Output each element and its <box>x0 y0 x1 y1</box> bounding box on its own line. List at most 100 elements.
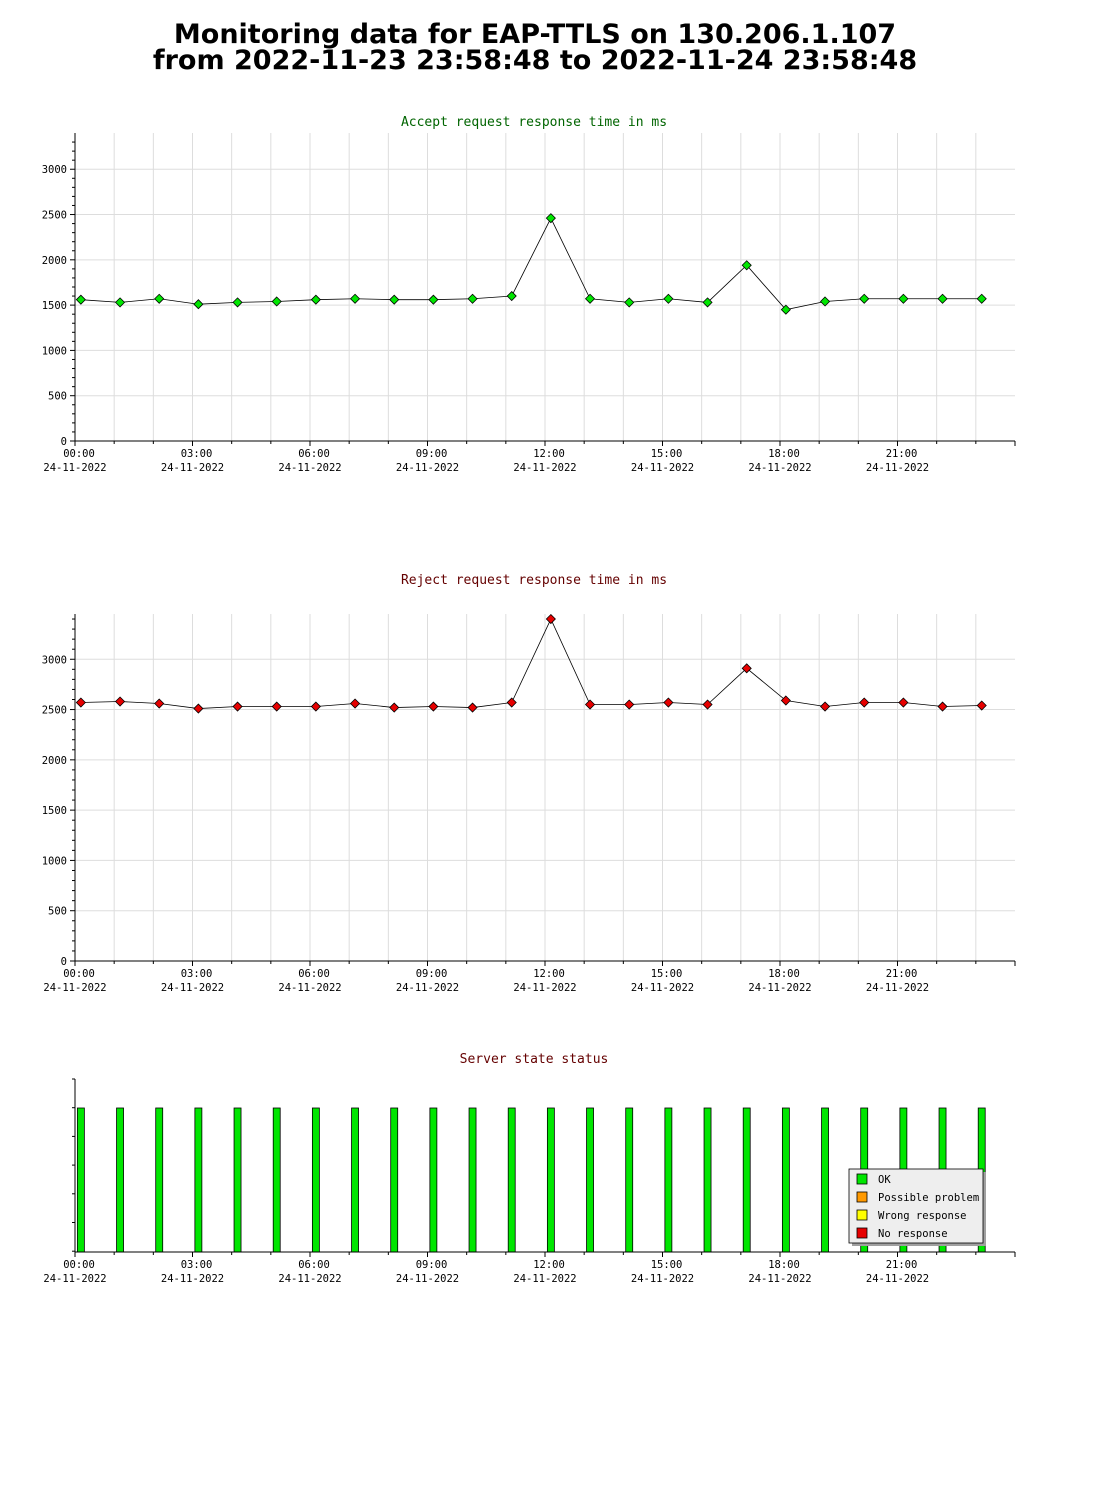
x-tick-label-time: 21:00 <box>886 448 918 460</box>
data-point <box>232 701 243 712</box>
x-tick-label-date: 24-11-2022 <box>278 982 341 994</box>
x-tick-label-time: 21:00 <box>886 968 918 980</box>
status-bar <box>703 1107 712 1253</box>
status-bar <box>546 1107 555 1253</box>
data-point <box>389 702 400 713</box>
chart-title: Reject request response time in ms <box>401 573 667 588</box>
status-bar <box>781 1107 790 1253</box>
y-tick-label: 1000 <box>42 345 67 357</box>
y-tick-label: 2000 <box>42 755 67 767</box>
data-point <box>663 697 674 708</box>
y-tick-label: 3000 <box>42 164 67 176</box>
data-point <box>702 297 713 308</box>
page-title: Monitoring data for EAP-TTLS on 130.206.… <box>0 21 1070 76</box>
data-point <box>467 293 478 304</box>
data-point <box>624 297 635 308</box>
data-point <box>624 699 635 710</box>
data-point <box>898 293 909 304</box>
x-tick-label-time: 00:00 <box>63 448 95 460</box>
data-point <box>741 260 752 271</box>
status-chart: Server state status 00:00 24-11-2022 03:00 2… <box>43 1052 1016 1285</box>
x-tick-label-time: 06:00 <box>298 1259 330 1271</box>
x-tick-label-time: 00:00 <box>63 968 95 980</box>
x-tick-label-time: 15:00 <box>651 1259 683 1271</box>
x-tick-label-time: 12:00 <box>533 968 565 980</box>
data-point <box>193 299 204 310</box>
status-bar <box>507 1107 516 1253</box>
chart-title: Accept request response time in ms <box>401 115 667 130</box>
data-point <box>898 697 909 708</box>
status-bar <box>664 1107 673 1253</box>
data-point <box>584 699 596 710</box>
x-tick-label-date: 24-11-2022 <box>43 982 106 994</box>
x-tick-label-time: 03:00 <box>181 448 213 460</box>
data-point <box>154 293 165 304</box>
status-bar <box>390 1107 399 1253</box>
x-tick-label-date: 24-11-2022 <box>513 982 576 994</box>
x-tick-label-time: 00:00 <box>63 1259 95 1271</box>
data-point <box>506 290 517 302</box>
legend-swatch <box>856 1191 868 1203</box>
status-bar <box>429 1107 438 1253</box>
x-tick-label-date: 24-11-2022 <box>396 462 459 474</box>
data-point <box>545 213 556 224</box>
data-point <box>819 701 831 712</box>
x-tick-label-date: 24-11-2022 <box>161 462 224 474</box>
x-tick-label-date: 24-11-2022 <box>748 982 811 994</box>
x-tick-label-time: 21:00 <box>886 1259 918 1271</box>
data-point <box>114 696 126 707</box>
status-bar <box>625 1107 634 1253</box>
y-tick-label: 0 <box>61 436 67 448</box>
x-tick-label-date: 24-11-2022 <box>866 1273 929 1285</box>
x-tick-label-date: 24-11-2022 <box>43 462 106 474</box>
x-tick-label-time: 03:00 <box>181 1259 213 1271</box>
legend: OK Possible problem Wrong response No respo… <box>848 1168 986 1246</box>
x-tick-label-time: 06:00 <box>298 968 330 980</box>
status-bar <box>155 1107 164 1253</box>
data-point <box>75 697 86 708</box>
y-tick-label: 2500 <box>42 210 67 222</box>
data-point <box>232 297 243 308</box>
series-line <box>80 217 982 311</box>
legend-swatch <box>856 1209 868 1221</box>
status-bar <box>233 1107 242 1253</box>
page-title-line-2: from 2022-11-23 23:58:48 to 2022-11-24 2… <box>152 45 918 76</box>
x-tick-label-date: 24-11-2022 <box>161 982 224 994</box>
x-tick-label-time: 12:00 <box>533 1259 565 1271</box>
data-point <box>154 698 165 709</box>
line-chart-2: Reject request response time in ms 0 500 10… <box>42 573 1016 994</box>
data-point <box>428 701 439 712</box>
status-bar <box>351 1107 359 1253</box>
x-tick-label-date: 24-11-2022 <box>161 1273 224 1285</box>
x-tick-label-time: 03:00 <box>181 968 213 980</box>
data-point <box>780 304 791 315</box>
x-tick-label-time: 09:00 <box>416 1259 448 1271</box>
chart-title: Server state status <box>460 1052 609 1067</box>
data-point <box>741 663 752 674</box>
data-point <box>545 613 556 625</box>
status-bar <box>311 1107 320 1253</box>
status-bar <box>468 1107 477 1253</box>
data-point <box>349 293 361 304</box>
x-tick-label-date: 24-11-2022 <box>866 462 929 474</box>
x-tick-label-time: 18:00 <box>768 448 800 460</box>
data-point <box>859 293 870 304</box>
status-bar <box>821 1107 829 1253</box>
y-tick-label: 500 <box>48 906 67 918</box>
data-point <box>859 697 870 708</box>
data-point <box>976 700 987 711</box>
legend-label: OK <box>878 1174 891 1186</box>
x-tick-label-time: 09:00 <box>416 448 448 460</box>
data-point <box>584 293 596 304</box>
data-point <box>467 702 478 713</box>
legend-swatch <box>856 1173 868 1185</box>
line-chart-1: Accept request response time in ms 0 500 10… <box>42 115 1016 474</box>
data-point <box>310 701 321 712</box>
x-tick-label-date: 24-11-2022 <box>631 1273 694 1285</box>
status-bar <box>272 1107 281 1253</box>
data-point <box>702 699 713 710</box>
data-point <box>663 293 674 304</box>
x-tick-label-date: 24-11-2022 <box>748 462 811 474</box>
data-point <box>506 697 517 708</box>
y-tick-label: 2500 <box>42 705 67 717</box>
